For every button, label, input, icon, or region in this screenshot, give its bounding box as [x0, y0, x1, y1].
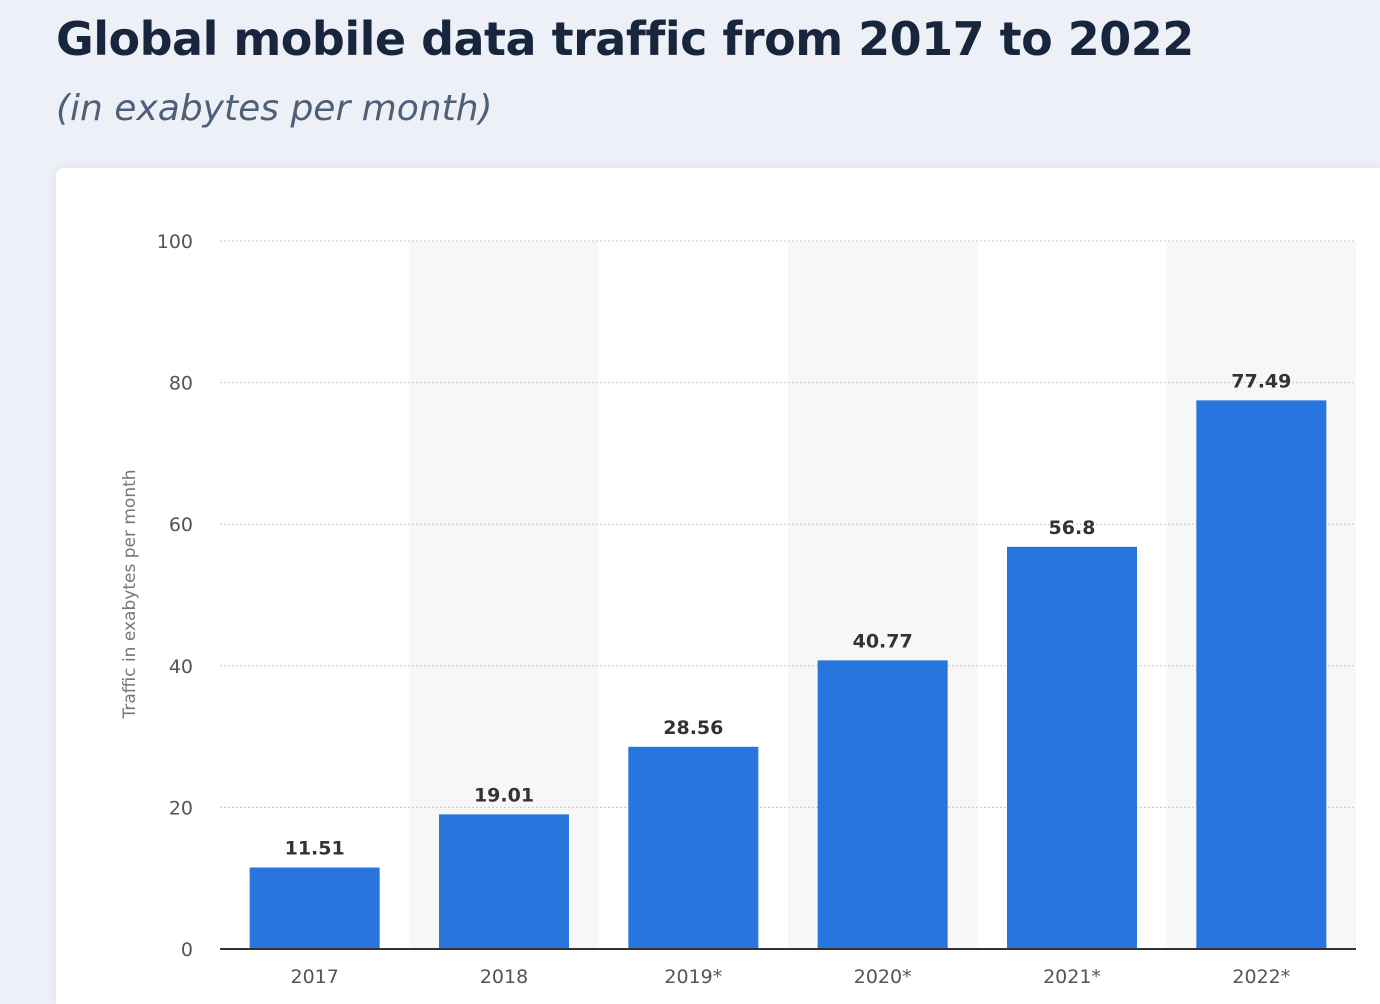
- x-tick-label: 2018: [480, 966, 528, 988]
- data-label: 28.56: [663, 717, 723, 739]
- y-tick-label: 40: [169, 656, 193, 678]
- y-axis-label: Traffic in exabytes per month: [120, 469, 140, 719]
- bar[interactable]: [628, 746, 759, 949]
- bar[interactable]: [1007, 546, 1137, 949]
- page-title: Global mobile data traffic from 2017 to …: [56, 12, 1194, 66]
- y-tick-label: 20: [169, 797, 193, 819]
- page-subtitle: (in exabytes per month): [56, 88, 493, 129]
- y-tick-label: 0: [181, 939, 193, 961]
- bar[interactable]: [1196, 400, 1327, 949]
- bar[interactable]: [439, 814, 569, 949]
- y-tick-label: 80: [169, 373, 193, 395]
- data-label: 11.51: [285, 838, 345, 860]
- y-tick-label: 100: [157, 231, 193, 253]
- bar[interactable]: [249, 867, 380, 949]
- x-tick-label: 2017: [290, 966, 338, 988]
- data-label: 77.49: [1231, 370, 1291, 392]
- x-tick-label: 2022*: [1232, 966, 1290, 988]
- data-label: 19.01: [474, 784, 534, 806]
- x-tick-label: 2020*: [854, 966, 912, 988]
- data-label: 56.8: [1049, 517, 1096, 539]
- data-label: 40.77: [853, 630, 913, 652]
- bar[interactable]: [817, 660, 948, 949]
- y-tick-label: 60: [169, 514, 193, 536]
- x-tick-label: 2019*: [664, 966, 722, 988]
- x-tick-label: 2021*: [1043, 966, 1101, 988]
